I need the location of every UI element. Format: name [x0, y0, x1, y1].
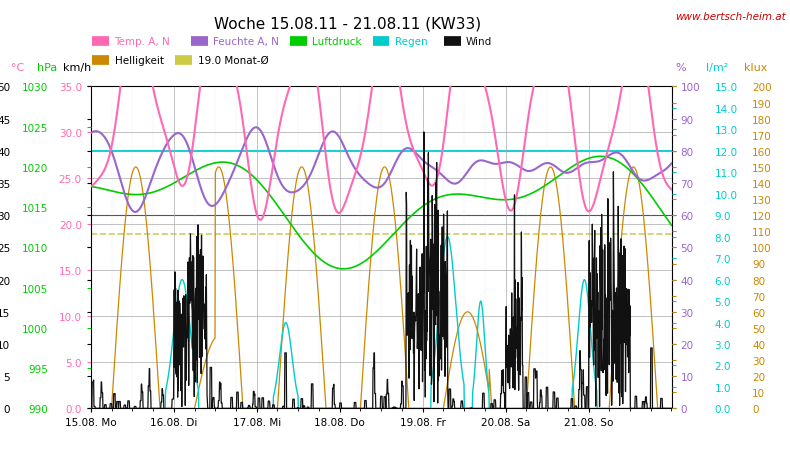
Text: Regen: Regen — [395, 37, 427, 47]
Text: hPa: hPa — [37, 63, 58, 73]
Text: Helligkeit: Helligkeit — [115, 56, 164, 66]
Text: %: % — [675, 63, 687, 73]
Text: l/m²: l/m² — [706, 63, 728, 73]
Text: 19.0 Monat-Ø: 19.0 Monat-Ø — [198, 56, 269, 66]
Text: Temp. A, N: Temp. A, N — [115, 37, 171, 47]
Text: °C: °C — [11, 63, 24, 73]
Text: Wind: Wind — [466, 37, 492, 47]
Text: Feuchte A, N: Feuchte A, N — [213, 37, 279, 47]
Text: Luftdruck: Luftdruck — [312, 37, 362, 47]
Text: km/h: km/h — [63, 63, 92, 73]
Text: klux: klux — [743, 63, 767, 73]
Text: Woche 15.08.11 - 21.08.11 (KW33): Woche 15.08.11 - 21.08.11 (KW33) — [214, 16, 481, 31]
Text: www.bertsch-heim.at: www.bertsch-heim.at — [675, 11, 786, 22]
